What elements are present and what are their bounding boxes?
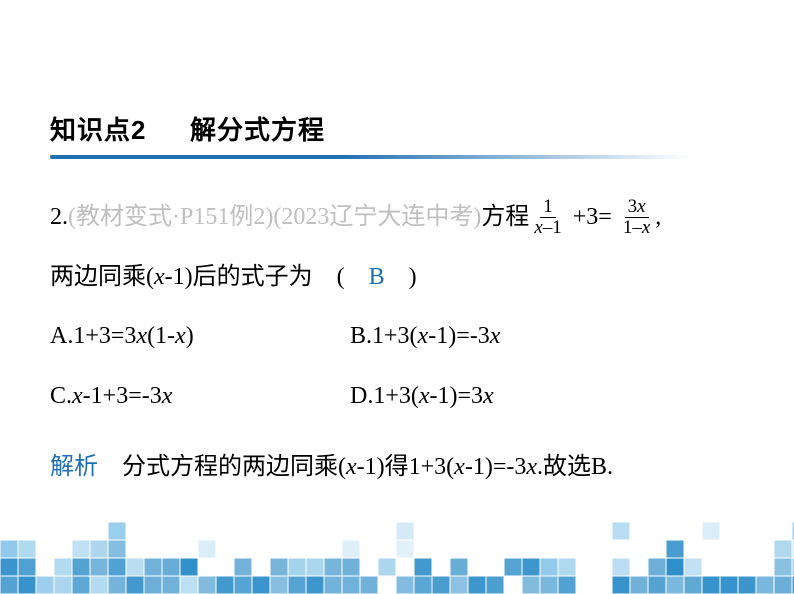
content-area: 2. (教材变式·P151例2)(2023辽宁大连中考) 方程 1 x–1 +3… <box>50 195 750 505</box>
opt-b-x1: x <box>418 323 429 349</box>
explain-mid1: -1)得1+3( <box>357 445 455 491</box>
opt-c-2: -1+3=-3 <box>83 383 162 409</box>
frac1-num: 1 <box>540 197 556 218</box>
frac2-num-x: x <box>637 196 645 217</box>
option-d: D.1+3(x-1)=3x <box>350 374 650 420</box>
opt-a-1: A.1+3=3 <box>50 323 136 349</box>
opt-b-1: B.1+3( <box>350 323 418 349</box>
opt-d-x1: x <box>419 383 430 409</box>
line2-pre: 两边同乘( <box>50 255 154 301</box>
heading-title: 解分式方程 <box>190 115 325 145</box>
explain-gap <box>98 445 122 491</box>
opt-c-x1: x <box>72 383 83 409</box>
deco-squares-icon <box>0 516 794 594</box>
explain-x2: x <box>454 445 465 491</box>
plus3eq: +3= <box>567 195 618 241</box>
section-heading: 知识点2 解分式方程 <box>50 110 690 159</box>
opt-d-x2: x <box>483 383 494 409</box>
option-c: C.x-1+3=-3x <box>50 374 350 420</box>
opt-a-x1: x <box>136 323 147 349</box>
heading-underline <box>50 155 690 159</box>
fraction-2: 3x 1–x <box>620 197 653 238</box>
line2-post: -1)后的式子为 ( <box>165 255 369 301</box>
explanation: 解析 分式方程的两边同乘( x -1)得1+3( x -1)=-3 x .故选B… <box>50 445 750 491</box>
frac1-den-x: x <box>534 217 542 238</box>
option-b: B.1+3(x-1)=-3x <box>350 314 650 360</box>
opt-a-x2: x <box>175 323 186 349</box>
question-number: 2. <box>50 195 68 241</box>
frac1-den-rest: –1 <box>543 217 562 238</box>
comma: , <box>655 195 661 241</box>
option-a: A.1+3=3x(1-x) <box>50 314 350 360</box>
line2-close: ) <box>385 255 417 301</box>
opt-a-3: ) <box>186 323 194 349</box>
fraction-1: 1 x–1 <box>531 197 564 238</box>
frac2-num-3: 3 <box>628 196 638 217</box>
opt-d-1: D.1+3( <box>350 383 419 409</box>
explain-label: 解析 <box>50 445 98 491</box>
opt-d-2: -1)=3 <box>430 383 484 409</box>
opt-a-2: (1- <box>147 323 175 349</box>
frac2-num: 3x <box>625 197 649 218</box>
answer-letter: B <box>369 255 385 301</box>
explain-pre: 分式方程的两边同乘( <box>122 445 346 491</box>
heading-label: 知识点2 <box>50 115 146 145</box>
question-line-1: 2. (教材变式·P151例2)(2023辽宁大连中考) 方程 1 x–1 +3… <box>50 195 750 241</box>
slide: 知识点2 解分式方程 2. (教材变式·P151例2)(2023辽宁大连中考) … <box>0 0 794 594</box>
question-line-2: 两边同乘( x -1)后的式子为 ( B ) <box>50 255 750 301</box>
line2-x: x <box>154 255 165 301</box>
frac1-den: x–1 <box>531 218 564 238</box>
stem-pre: 方程 <box>481 195 529 241</box>
frac2-den-pre: 1– <box>623 217 642 238</box>
explain-post: .故选B. <box>537 445 613 491</box>
frac2-den: 1–x <box>620 218 653 238</box>
explain-mid2: -1)=-3 <box>465 445 527 491</box>
frac2-den-x: x <box>642 217 650 238</box>
question-source: (教材变式·P151例2)(2023辽宁大连中考) <box>68 195 481 241</box>
options: A.1+3=3x(1-x) B.1+3(x-1)=-3x C.x-1+3=-3x… <box>50 314 690 433</box>
opt-c-x2: x <box>162 383 173 409</box>
explain-x1: x <box>346 445 357 491</box>
footer-decoration <box>0 516 794 594</box>
opt-b-2: -1)=-3 <box>428 323 490 349</box>
opt-c-1: C. <box>50 383 72 409</box>
opt-b-x2: x <box>490 323 501 349</box>
explain-x3: x <box>526 445 537 491</box>
